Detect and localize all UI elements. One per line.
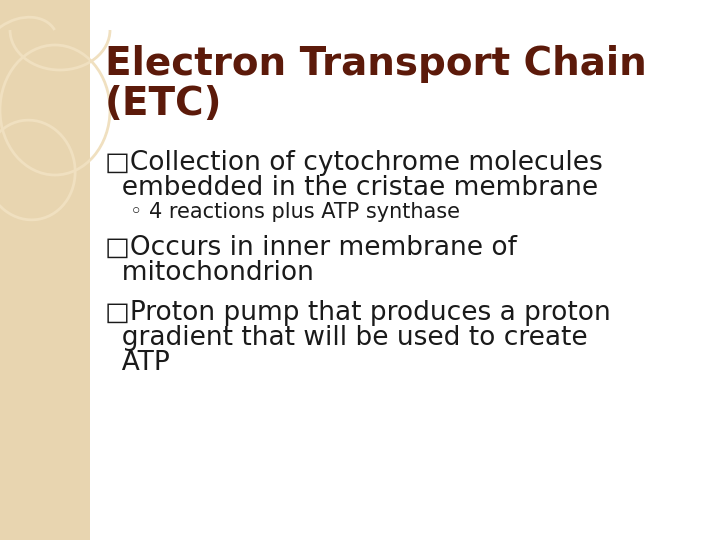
Text: Electron Transport Chain: Electron Transport Chain: [105, 45, 647, 83]
Text: ◦ 4 reactions plus ATP synthase: ◦ 4 reactions plus ATP synthase: [130, 202, 460, 222]
Text: □Proton pump that produces a proton: □Proton pump that produces a proton: [105, 300, 611, 326]
Text: □Collection of cytochrome molecules: □Collection of cytochrome molecules: [105, 150, 603, 176]
Text: ATP: ATP: [105, 350, 170, 376]
Text: gradient that will be used to create: gradient that will be used to create: [105, 325, 588, 351]
Text: □Occurs in inner membrane of: □Occurs in inner membrane of: [105, 235, 517, 261]
Text: (ETC): (ETC): [105, 85, 222, 123]
Polygon shape: [0, 0, 90, 540]
Text: mitochondrion: mitochondrion: [105, 260, 314, 286]
Text: embedded in the cristae membrane: embedded in the cristae membrane: [105, 175, 598, 201]
